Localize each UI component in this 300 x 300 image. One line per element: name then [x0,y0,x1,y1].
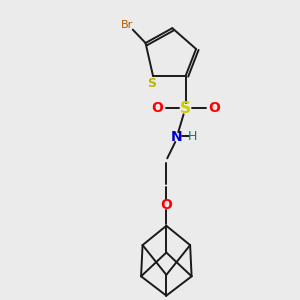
Text: O: O [151,101,163,116]
Text: H: H [188,130,197,142]
Text: N: N [171,130,183,144]
Text: Br: Br [121,20,133,30]
Text: O: O [160,198,172,212]
Text: O: O [208,101,220,116]
Text: S: S [147,76,156,90]
Text: S: S [180,101,191,116]
